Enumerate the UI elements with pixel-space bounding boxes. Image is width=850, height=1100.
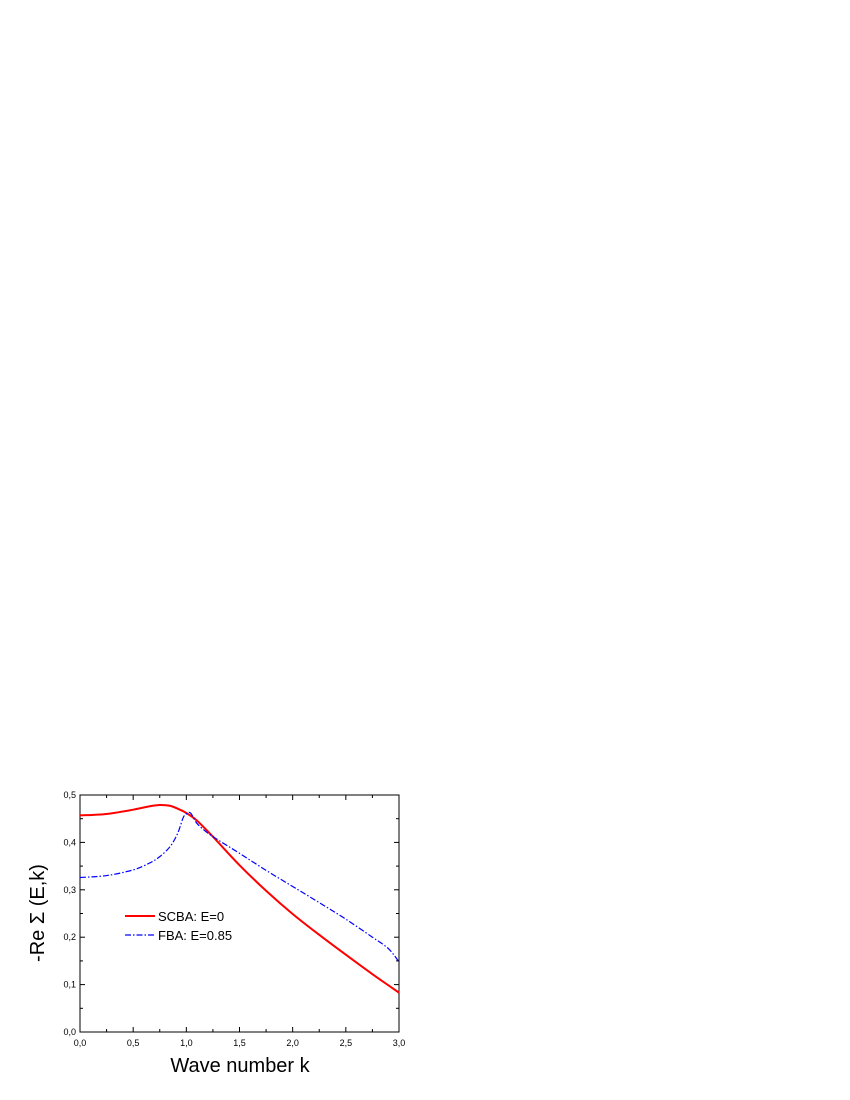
series-lines [79, 803, 400, 994]
y-tick-label: 0,2 [63, 932, 76, 942]
x-axis-label: Wave number k [170, 1055, 310, 1077]
y-tick-label: 0,1 [63, 980, 76, 990]
legend: SCBA: E=0 FBA: E=0.85 [125, 909, 232, 943]
y-axis-label: -Re Σ (E,k) [27, 864, 49, 962]
plot-frame [79, 794, 400, 1033]
legend-label-fba: FBA: E=0.85 [158, 928, 232, 943]
series-line-fba [79, 811, 400, 963]
x-tick-label: 1,5 [233, 1038, 246, 1048]
y-tick-label: 0,5 [63, 790, 76, 800]
y-tick-labels: 0,0 0,1 0,2 0,3 0,4 0,5 [63, 790, 76, 1037]
x-tick-label: 0,5 [127, 1038, 140, 1048]
x-tick-labels: 0,0 0,5 1,0 1,5 2,0 2,5 3,0 [74, 1038, 406, 1048]
series-line-scba [79, 803, 400, 994]
y-tick-label: 0,0 [63, 1027, 76, 1037]
x-tick-label: 3,0 [393, 1038, 406, 1048]
x-tick-label: 1,0 [180, 1038, 193, 1048]
y-tick-label: 0,3 [63, 885, 76, 895]
x-tick-label: 2,5 [340, 1038, 353, 1048]
y-tick-label: 0,4 [63, 837, 76, 847]
ticks [79, 794, 400, 1033]
x-tick-label: 0,0 [74, 1038, 87, 1048]
legend-label-scba: SCBA: E=0 [158, 909, 224, 924]
x-tick-label: 2,0 [286, 1038, 299, 1048]
